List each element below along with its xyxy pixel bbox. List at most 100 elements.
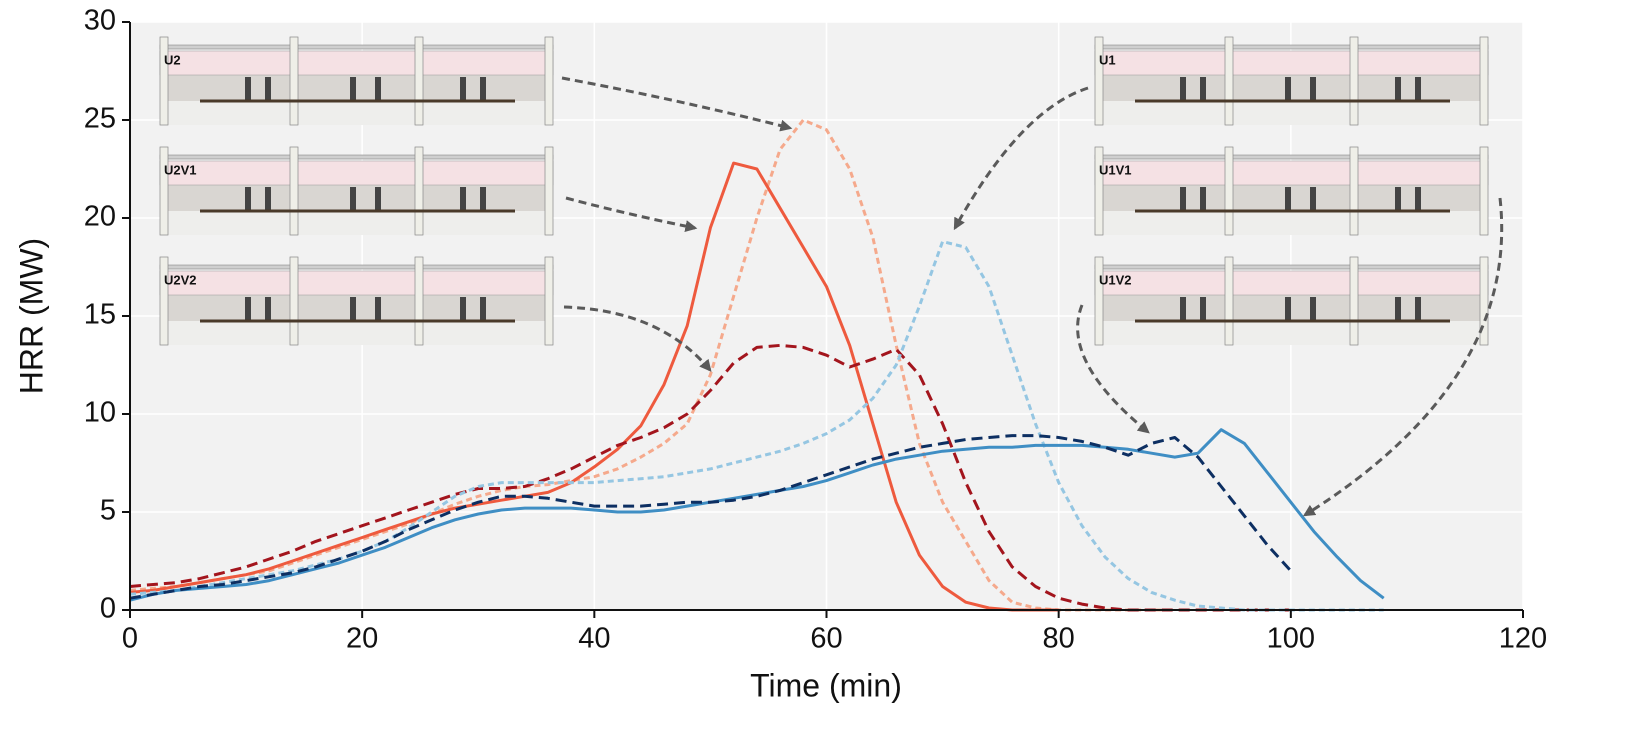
thumb-column bbox=[1349, 36, 1359, 126]
thumb-column bbox=[159, 146, 169, 236]
thumb-column bbox=[544, 146, 554, 236]
thumb-post bbox=[480, 77, 486, 101]
thumb-column bbox=[1479, 146, 1489, 236]
thumb-column bbox=[1094, 36, 1104, 126]
thumb-post bbox=[1200, 77, 1206, 101]
thumb-roof bbox=[159, 264, 554, 270]
thumb-column bbox=[1349, 256, 1359, 346]
thumb-column bbox=[414, 146, 424, 236]
y-tick-label: 25 bbox=[84, 103, 116, 135]
thumb-post bbox=[1310, 187, 1316, 211]
thumb-post bbox=[1180, 187, 1186, 211]
thumb-column bbox=[289, 36, 299, 126]
thumb-label: U1V2 bbox=[1099, 272, 1132, 287]
thumb-column bbox=[159, 256, 169, 346]
thumb-post bbox=[1395, 297, 1401, 321]
x-tick-label: 40 bbox=[578, 623, 610, 655]
thumb-roof bbox=[159, 154, 554, 160]
thumb-column bbox=[1094, 256, 1104, 346]
thumb-post bbox=[265, 187, 271, 211]
thumb-post bbox=[1200, 187, 1206, 211]
series-line bbox=[129, 434, 1292, 600]
arrow bbox=[953, 86, 1089, 231]
y-tick-label: 5 bbox=[100, 495, 116, 527]
thumb-roof bbox=[1094, 154, 1489, 160]
thumbnail: U1V1 bbox=[1094, 146, 1489, 236]
thumb-post bbox=[245, 297, 251, 321]
thumb-column bbox=[1224, 256, 1234, 346]
thumb-post bbox=[1310, 297, 1316, 321]
thumb-band bbox=[1094, 160, 1489, 186]
y-tick-label: 20 bbox=[84, 201, 116, 233]
arrow bbox=[1076, 304, 1150, 434]
thumb-band bbox=[159, 50, 554, 76]
thumb-post bbox=[460, 77, 466, 101]
thumb-post bbox=[1285, 187, 1291, 211]
y-axis-label: HRR (MW) bbox=[13, 238, 49, 394]
thumb-floor bbox=[160, 321, 553, 345]
thumbnail: U1V2 bbox=[1094, 256, 1489, 346]
thumbnail: U2V2 bbox=[159, 256, 554, 346]
thumb-post bbox=[480, 297, 486, 321]
thumb-post bbox=[375, 77, 381, 101]
thumb-label: U1 bbox=[1099, 52, 1116, 67]
series-line bbox=[129, 161, 1059, 612]
thumb-post bbox=[1395, 77, 1401, 101]
thumb-post bbox=[1415, 297, 1421, 321]
thumb-post bbox=[350, 77, 356, 101]
thumb-column bbox=[289, 256, 299, 346]
x-tick-label: 100 bbox=[1267, 623, 1315, 655]
thumb-column bbox=[1224, 146, 1234, 236]
thumb-band bbox=[159, 160, 554, 186]
thumb-post bbox=[375, 297, 381, 321]
y-tick-label: 30 bbox=[84, 5, 116, 37]
annotation-arrows bbox=[561, 76, 1504, 517]
thumb-post bbox=[1285, 77, 1291, 101]
thumb-column bbox=[414, 256, 424, 346]
x-tick-label: 120 bbox=[1499, 623, 1547, 655]
thumb-column bbox=[1479, 256, 1489, 346]
arrow bbox=[561, 76, 793, 132]
x-tick-label: 0 bbox=[122, 623, 138, 655]
thumb-band bbox=[159, 270, 554, 296]
thumb-label: U2V2 bbox=[164, 272, 197, 287]
thumb-column bbox=[544, 256, 554, 346]
thumb-floor bbox=[1095, 211, 1488, 235]
thumb-column bbox=[544, 36, 554, 126]
thumb-roof bbox=[1094, 264, 1489, 270]
thumb-column bbox=[414, 36, 424, 126]
thumb-post bbox=[1180, 77, 1186, 101]
thumb-post bbox=[460, 187, 466, 211]
thumb-column bbox=[1349, 146, 1359, 236]
thumb-post bbox=[265, 77, 271, 101]
thumbnail: U2 bbox=[159, 36, 554, 126]
thumb-roof bbox=[1094, 44, 1489, 50]
arrow bbox=[1302, 197, 1504, 517]
y-tick-label: 10 bbox=[84, 397, 116, 429]
thumb-column bbox=[289, 146, 299, 236]
arrow bbox=[565, 196, 698, 233]
thumb-floor bbox=[1095, 321, 1488, 345]
thumb-post bbox=[1415, 187, 1421, 211]
thumb-column bbox=[1094, 146, 1104, 236]
thumb-post bbox=[1200, 297, 1206, 321]
x-axis-label: Time (min) bbox=[750, 667, 902, 703]
thumb-band bbox=[1094, 270, 1489, 296]
thumb-post bbox=[1395, 187, 1401, 211]
thumb-post bbox=[1415, 77, 1421, 101]
series-line bbox=[129, 343, 1291, 612]
thumb-post bbox=[1310, 77, 1316, 101]
thumb-floor bbox=[160, 211, 553, 235]
thumb-post bbox=[350, 187, 356, 211]
series-line bbox=[129, 118, 1175, 612]
thumb-post bbox=[245, 77, 251, 101]
thumb-roof bbox=[159, 44, 554, 50]
thumb-label: U1V1 bbox=[1099, 162, 1132, 177]
thumb-floor bbox=[160, 101, 553, 125]
thumb-column bbox=[1224, 36, 1234, 126]
thumbnail: U2V1 bbox=[159, 146, 554, 236]
thumb-column bbox=[1479, 36, 1489, 126]
thumb-post bbox=[375, 187, 381, 211]
x-tick-label: 80 bbox=[1043, 623, 1075, 655]
